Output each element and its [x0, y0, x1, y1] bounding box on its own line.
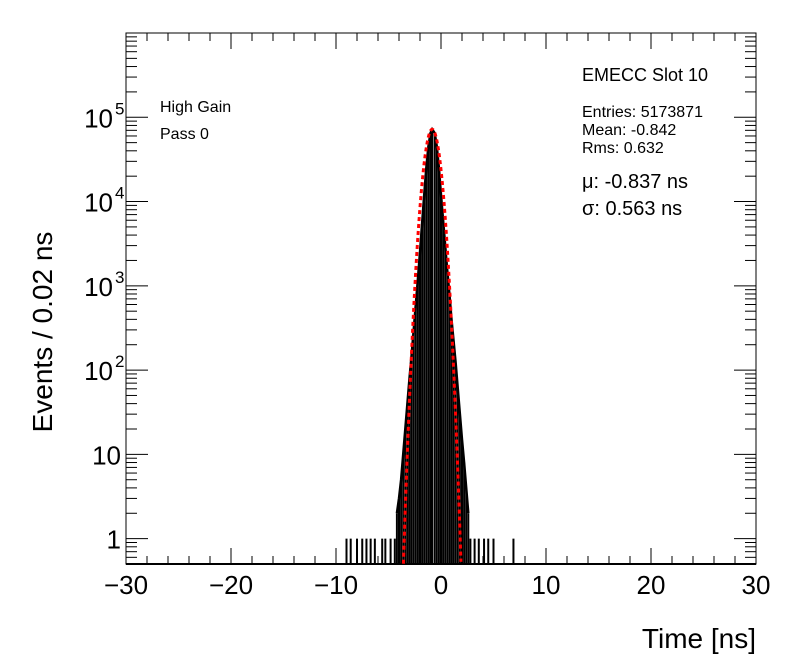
fit-mu: μ: -0.837 ns	[582, 171, 688, 193]
fit-sigma: σ: 0.563 ns	[582, 198, 682, 220]
y-tick-label: 1	[107, 525, 121, 555]
y-tick-label: 10	[84, 188, 113, 218]
y-tick-label: 10	[84, 272, 113, 302]
x-tick-label: 30	[742, 570, 771, 600]
x-tick-label: 20	[637, 570, 666, 600]
y-axis-minor-ticks	[126, 36, 756, 565]
y-tick-exponent: 5	[115, 99, 124, 118]
stat-rms: Rms: 0.632	[582, 140, 664, 157]
stat-mean: Mean: -0.842	[582, 122, 676, 139]
y-tick-exponent: 3	[115, 268, 124, 287]
x-tick-label: −20	[209, 570, 253, 600]
label-pass: Pass 0	[160, 126, 209, 143]
x-axis-ticks: −30 −20 −10 0 10 20 30	[104, 33, 771, 600]
x-tick-label: −30	[104, 570, 148, 600]
label-high-gain: High Gain	[160, 99, 231, 116]
x-tick-label: 0	[434, 570, 448, 600]
y-tick-exponent: 2	[115, 352, 124, 371]
x-tick-label: 10	[532, 570, 561, 600]
y-tick-label: 10	[84, 103, 113, 133]
y-tick-exponent: 4	[115, 184, 124, 203]
y-axis-title: Events / 0.02 ns	[27, 232, 58, 433]
x-axis-title: Time [ns]	[642, 623, 756, 654]
y-tick-label: 10	[84, 356, 113, 386]
histogram-series	[126, 126, 756, 565]
x-tick-label: −10	[314, 570, 358, 600]
label-title: EMECC Slot 10	[582, 65, 708, 85]
stat-entries: Entries: 5173871	[582, 104, 703, 121]
gaussian-fit-curve	[401, 127, 463, 564]
y-tick-label: 10	[92, 440, 121, 470]
